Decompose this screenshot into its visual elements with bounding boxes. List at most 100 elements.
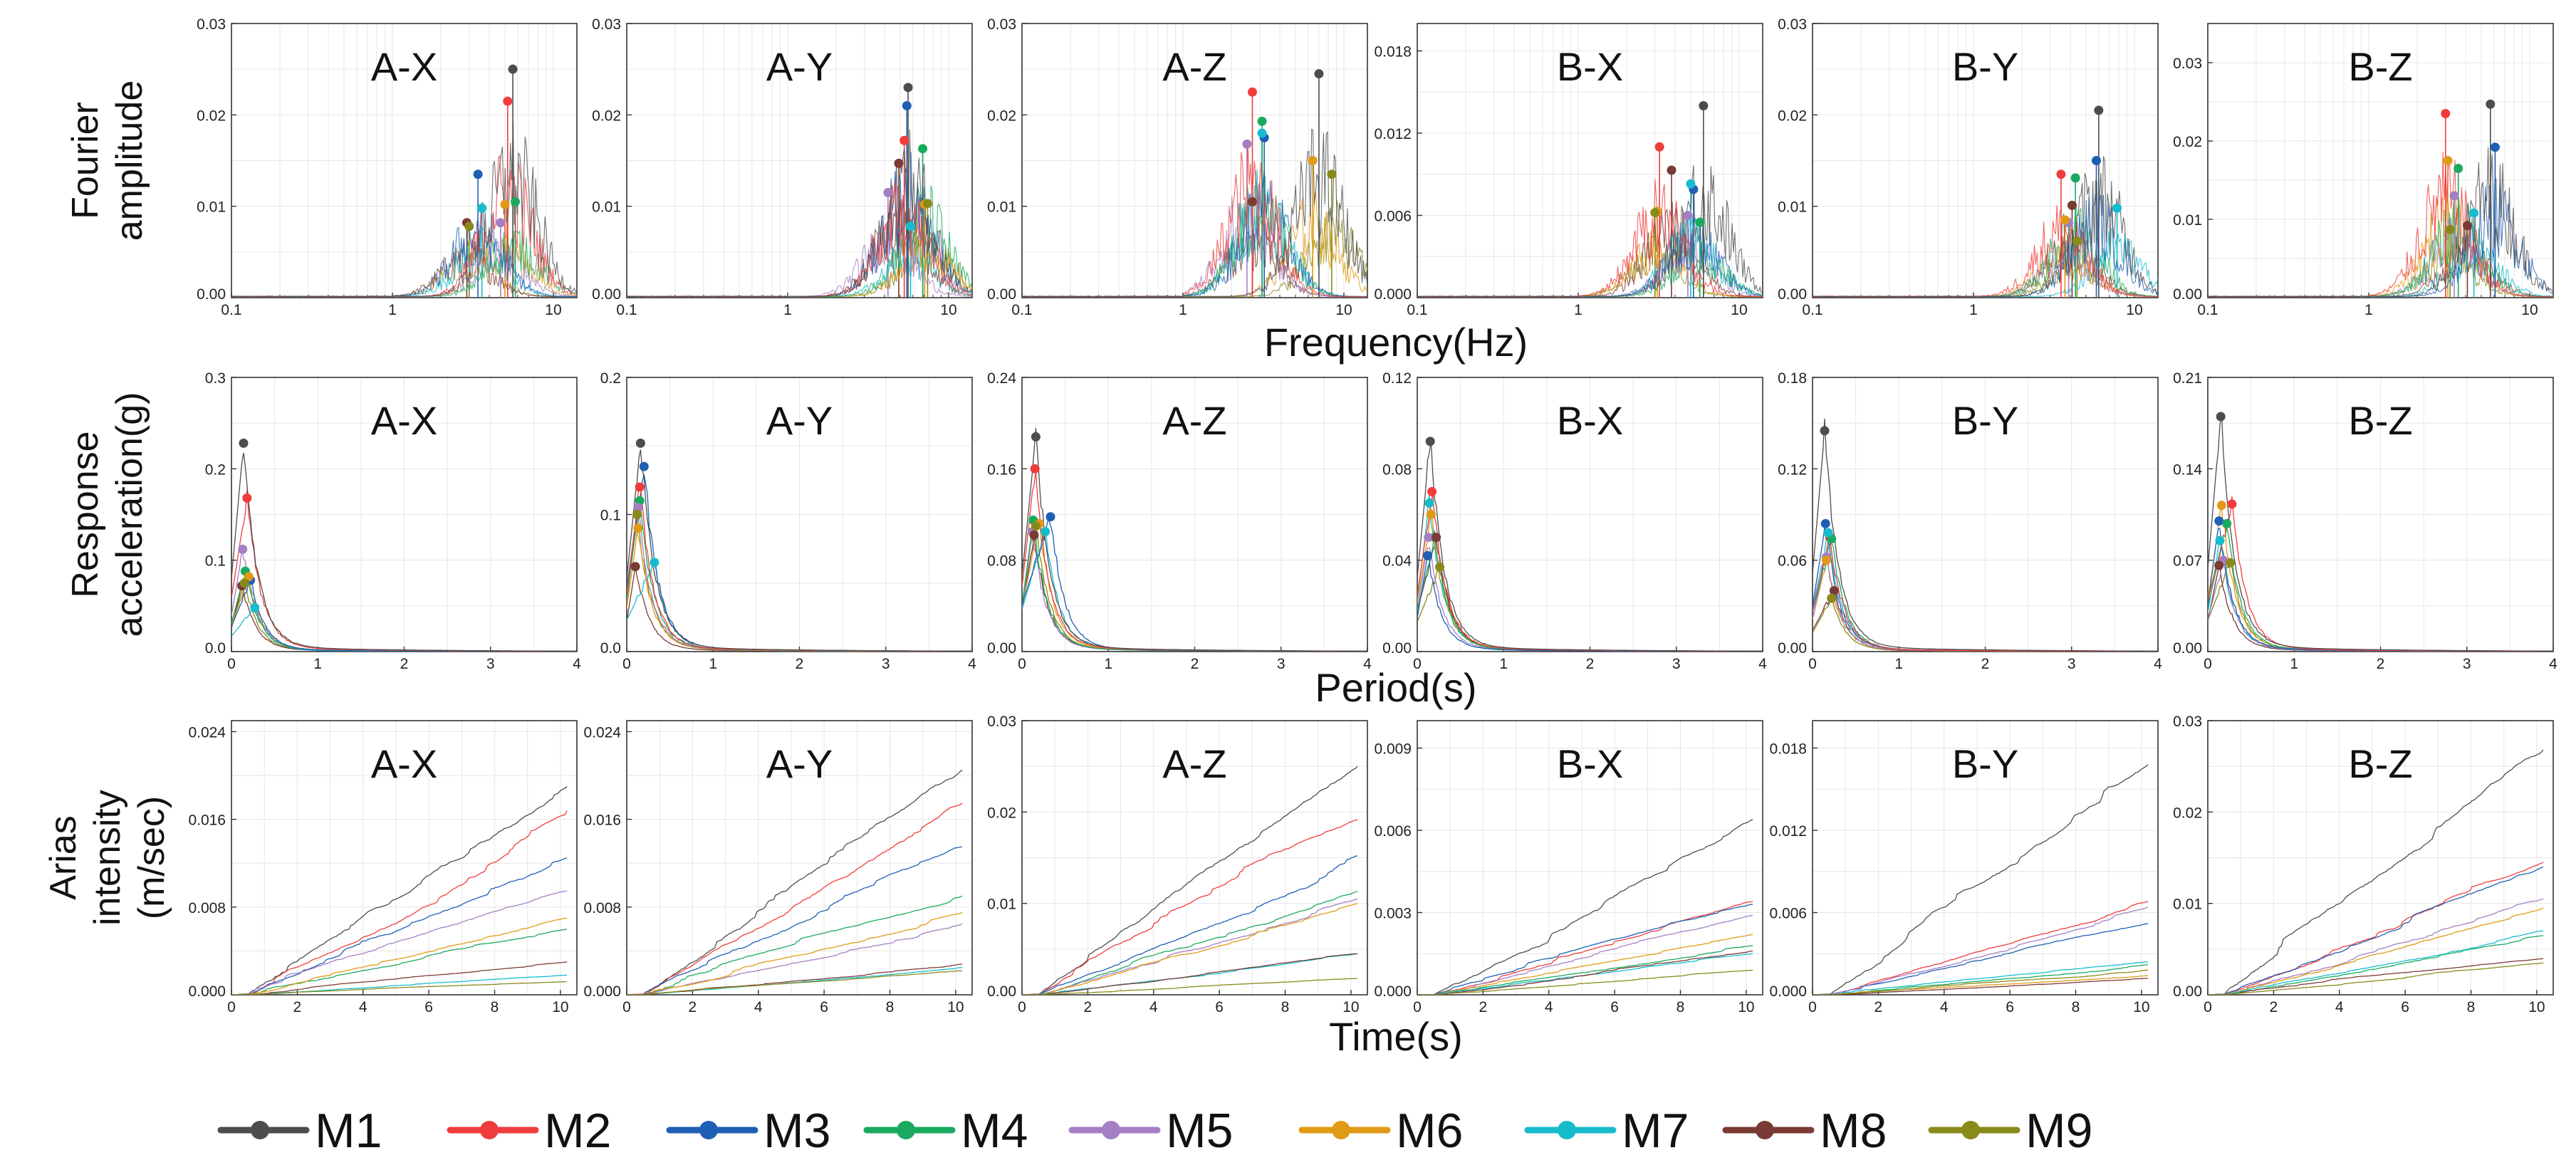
x-tick-label: 1 [1894, 656, 1903, 672]
y-tick-label: 0.02 [2173, 805, 2202, 821]
peak-marker-m2 [1427, 486, 1437, 496]
y-tick-label: 0.02 [987, 108, 1016, 124]
peak-marker-m6 [2443, 156, 2453, 165]
x-tick-label: 4 [359, 999, 367, 1015]
legend-swatch-marker [1961, 1121, 1980, 1139]
peak-marker-m4 [1257, 116, 1267, 126]
y-tick-label: 0.00 [2173, 983, 2202, 1000]
peak-marker-m3 [2214, 516, 2224, 526]
y-tick-label: 0.00 [2173, 640, 2202, 657]
series-group [231, 452, 577, 652]
peak-marker-m3 [1820, 518, 1830, 528]
peak-marker-m8 [1829, 585, 1839, 595]
y-tick-label: 0.03 [2173, 56, 2202, 72]
peak-marker-m6 [2060, 215, 2070, 225]
x-tick-label: 1 [1969, 302, 1978, 318]
panel-response-a-y: 0.0 0.1 0.2 0 1 2 3 4 A-Y [600, 370, 976, 672]
series-m7-line [1813, 961, 2149, 995]
series-m3-line [231, 857, 568, 995]
x-tick-label: 10 [2528, 999, 2545, 1015]
peak-marker-m7 [2112, 203, 2122, 213]
row-fourier-ylabel-line: Fourier [65, 102, 106, 219]
series-m7-line [2208, 930, 2544, 995]
panel-response-b-z: 0.00 0.07 0.14 0.21 0 1 2 3 4 B-Z [2173, 370, 2557, 672]
series-group [1813, 764, 2149, 995]
panel-response-a-z: 0.00 0.08 0.16 0.24 0 1 2 3 4 A-Z [987, 370, 1372, 672]
y-tick-label: 0.1 [205, 553, 226, 570]
peak-marker-m5 [1424, 533, 1434, 543]
peak-marker-m7 [1257, 128, 1267, 138]
legend-item-m5: M5 [1068, 1104, 1233, 1158]
x-tick-label: 6 [1610, 999, 1619, 1015]
x-tick-label: 8 [1677, 999, 1685, 1015]
peak-marker-m7 [1823, 528, 1833, 538]
peak-marker-m3 [1423, 550, 1433, 560]
x-tick-label: 0 [622, 999, 631, 1015]
x-tick-label: 2 [1981, 656, 1990, 672]
series-m6-line [1813, 975, 2149, 995]
legend-label: M5 [1166, 1104, 1233, 1158]
y-tick-label: 0.000 [1374, 983, 1412, 1000]
series-m2-line [2208, 862, 2544, 995]
x-tick-label: 0.1 [1011, 302, 1032, 318]
series-m1-line [1813, 764, 2149, 995]
y-tick-label: 0.12 [1778, 461, 1807, 478]
y-tick-label: 0.00 [1778, 286, 1807, 303]
axes-frame [2207, 23, 2554, 298]
x-tick-label: 10 [1738, 999, 1754, 1015]
legend-label: M8 [1820, 1104, 1887, 1158]
x-tick-label: 0.1 [1407, 302, 1427, 318]
x-tick-label: 10 [1342, 999, 1359, 1015]
legend-label: M3 [763, 1104, 830, 1158]
panel-title: B-Y [1952, 44, 2018, 89]
y-tick-label: 0.01 [197, 199, 226, 216]
x-tick-label: 0 [1808, 999, 1817, 1015]
series-m1-line [1813, 156, 2158, 298]
x-tick-label: 10 [2133, 999, 2149, 1015]
peak-marker-m5 [2449, 191, 2459, 201]
x-tick-label: 6 [820, 999, 828, 1015]
y-tick-label: 0.02 [1778, 108, 1807, 124]
peak-marker-m3 [2490, 142, 2500, 152]
peak-marker-m9 [1327, 169, 1337, 179]
y-tick-label: 0.02 [197, 108, 226, 124]
series-m1-line [1022, 428, 1367, 652]
axes-frame [2207, 720, 2554, 996]
x-tick-label: 4 [573, 656, 581, 672]
series-m2-line [1813, 901, 2149, 995]
peak-marker-m8 [2214, 560, 2224, 570]
grid [1812, 23, 2158, 298]
series-m3-line [1813, 923, 2149, 995]
peak-marker-m6 [1821, 555, 1831, 565]
y-tick-label: 0.02 [592, 108, 621, 124]
peak-marker-m3 [2092, 156, 2102, 165]
peak-marker-m9 [2445, 224, 2455, 234]
x-tick-label: 1 [2364, 302, 2373, 318]
y-tick-label: 0.018 [1374, 44, 1412, 61]
legend-label: M6 [1396, 1104, 1463, 1158]
y-tick-label: 0.3 [205, 370, 226, 387]
y-tick-label: 0.01 [987, 897, 1016, 913]
row-fourier-ylabel: Fourier amplitude [65, 80, 150, 241]
legend-item-m9: M9 [1928, 1104, 2092, 1158]
x-tick-label: 4 [1758, 656, 1767, 672]
series-m1-line [231, 452, 577, 652]
series-group [1417, 819, 1753, 995]
series-m5-line [1022, 898, 1358, 995]
x-tick-label: 4 [1940, 999, 1949, 1015]
x-tick-label: 4 [1149, 999, 1158, 1015]
panel-arias-a-x: 0.000 0.008 0.016 0.024 0 2 4 6 8 10 A-X [188, 720, 578, 1015]
peak-marker-m5 [1242, 139, 1252, 149]
peak-marker-m8 [2462, 221, 2472, 231]
series-m5-line [1813, 907, 2149, 995]
series-m1-line [2208, 749, 2544, 995]
peak-marker-m7 [2469, 208, 2479, 218]
y-tick-label: 0.16 [987, 461, 1016, 478]
x-tick-label: 3 [1277, 656, 1286, 672]
y-tick-label: 0.24 [987, 370, 1016, 387]
series-m1-line [1417, 440, 1763, 652]
y-tick-label: 0.1 [600, 508, 621, 524]
legend-item-m3: M3 [666, 1104, 830, 1158]
panel-title: A-X [371, 741, 437, 786]
peak-marker-m7 [1686, 179, 1696, 189]
